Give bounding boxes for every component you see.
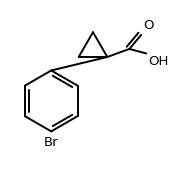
- Text: OH: OH: [148, 55, 168, 68]
- Text: O: O: [144, 19, 154, 32]
- Text: Br: Br: [44, 136, 59, 149]
